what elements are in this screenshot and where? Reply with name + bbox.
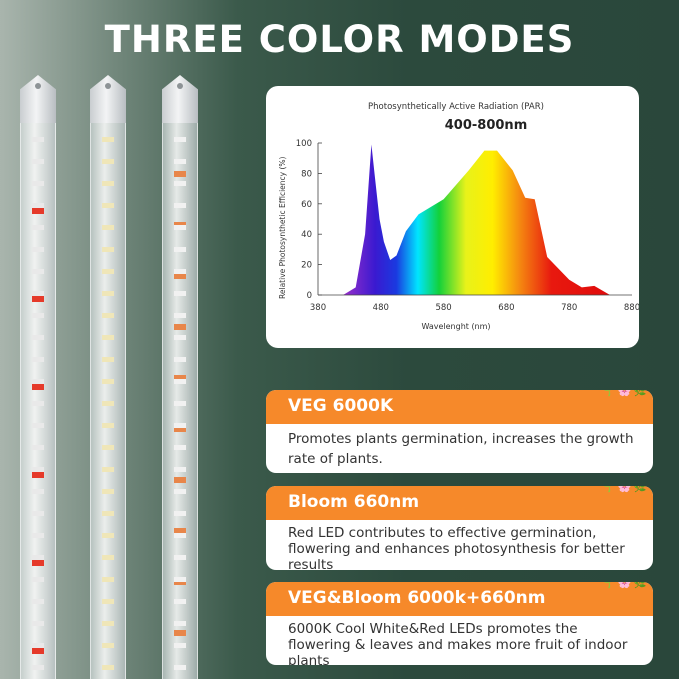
- x-tick-label: 480: [373, 303, 389, 313]
- y-tick-label: 0: [307, 291, 312, 301]
- mode-description: Promotes plants germination, increases t…: [288, 431, 634, 467]
- y-tick-label: 100: [296, 139, 312, 149]
- tube-cap: [162, 75, 198, 123]
- x-tick-label: 380: [310, 303, 326, 313]
- x-axis-label: Wavelenght (nm): [421, 322, 490, 331]
- mode-title: VEG 6000K: [288, 396, 394, 416]
- x-tick-label: 580: [435, 303, 451, 313]
- plant-decoration-icon: 🌱🌸🌿: [601, 390, 649, 397]
- mode-description: Red LED contributes to effective germina…: [288, 525, 625, 570]
- mode-title: VEG&Bloom 6000k+660nm: [288, 588, 546, 608]
- chart-title: Photosynthetically Active Radiation (PAR…: [368, 102, 544, 112]
- par-chart: Photosynthetically Active Radiation (PAR…: [278, 102, 640, 331]
- spectrum-area: [343, 144, 611, 295]
- y-tick-label: 40: [301, 230, 312, 240]
- y-tick-label: 20: [301, 261, 312, 271]
- led-tube-white-orange: [162, 75, 198, 679]
- tube-cap: [90, 75, 126, 123]
- y-tick-label: 80: [301, 169, 312, 179]
- y-axis-label: Relative Photosynthetic Efficiency (%): [278, 156, 287, 299]
- y-tick-label: 60: [301, 200, 312, 210]
- page-title: THREE COLOR MODES: [104, 18, 575, 61]
- mode-card-bloom: Bloom 660nm 🌱🌸🌿 Red LED contributes to ef…: [266, 486, 653, 570]
- tube-cap: [20, 75, 56, 123]
- led-tube-warm-white: [90, 75, 126, 679]
- led-tube-red-white: [20, 75, 56, 679]
- plant-decoration-icon: 🌱🌸🌿: [601, 582, 649, 589]
- mode-card-veg: VEG 6000K 🌱🌸🌿 Promotes plants germination…: [266, 390, 653, 473]
- mode-card-veg-bloom: VEG&Bloom 6000k+660nm 🌱🌸🌿 6000K Cool Whit…: [266, 582, 653, 665]
- x-tick-label: 680: [498, 303, 514, 313]
- x-tick-label: 780: [561, 303, 577, 313]
- x-tick-label: 880: [624, 303, 639, 313]
- chart-subtitle: 400-800nm: [445, 118, 527, 133]
- plant-decoration-icon: 🌱🌸🌿: [601, 486, 649, 493]
- mode-title: Bloom 660nm: [288, 492, 420, 512]
- par-chart-card: Photosynthetically Active Radiation (PAR…: [266, 86, 640, 348]
- mode-description: 6000K Cool White&Red LEDs promotes the f…: [288, 621, 628, 665]
